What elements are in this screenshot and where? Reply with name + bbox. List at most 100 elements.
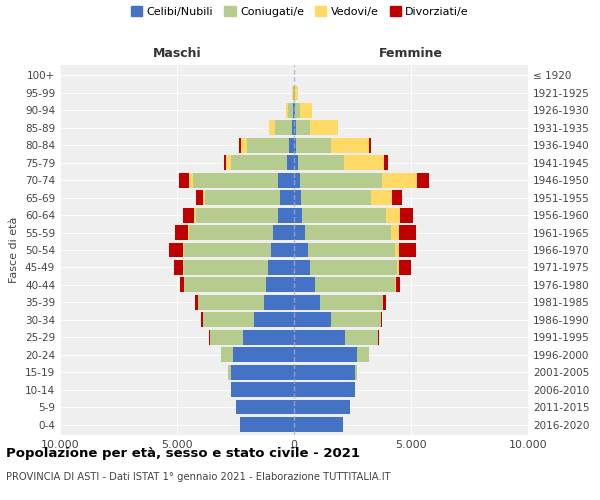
Bar [280, 190, 294, 205]
Bar [294, 242, 308, 258]
Text: PROVINCIA DI ASTI - Dati ISTAT 1° gennaio 2021 - Elaborazione TUTTITALIA.IT: PROVINCIA DI ASTI - Dati ISTAT 1° gennai… [6, 472, 391, 482]
Bar [331, 312, 380, 327]
Bar [383, 295, 386, 310]
Bar [247, 138, 289, 152]
Bar [400, 242, 416, 258]
Bar [273, 225, 294, 240]
Bar [400, 260, 411, 275]
Bar [308, 242, 395, 258]
Bar [184, 278, 266, 292]
Bar [400, 208, 413, 222]
Bar [355, 365, 357, 380]
Bar [196, 208, 278, 222]
Bar [320, 295, 383, 310]
Bar [233, 348, 294, 362]
Bar [203, 312, 254, 327]
Bar [400, 225, 416, 240]
Bar [266, 278, 294, 292]
Bar [300, 173, 382, 188]
Bar [278, 173, 294, 188]
Bar [226, 156, 231, 170]
Bar [305, 225, 391, 240]
Bar [242, 330, 294, 344]
Bar [386, 208, 400, 222]
Bar [294, 173, 300, 188]
Bar [210, 330, 242, 344]
Bar [294, 382, 355, 397]
Bar [180, 278, 184, 292]
Bar [268, 260, 294, 275]
Bar [294, 400, 350, 414]
Bar [271, 242, 294, 258]
Bar [196, 295, 198, 310]
Bar [174, 260, 184, 275]
Bar [396, 278, 400, 292]
Bar [175, 225, 188, 240]
Bar [201, 312, 203, 327]
Bar [289, 138, 294, 152]
Bar [287, 156, 294, 170]
Bar [288, 103, 293, 118]
Text: Femmine: Femmine [379, 47, 443, 60]
Bar [292, 120, 294, 135]
Bar [384, 156, 388, 170]
Bar [382, 173, 417, 188]
Bar [417, 173, 428, 188]
Bar [269, 120, 275, 135]
Bar [301, 190, 371, 205]
Bar [294, 330, 346, 344]
Bar [295, 86, 298, 100]
Bar [184, 242, 271, 258]
Bar [296, 138, 331, 152]
Bar [169, 242, 183, 258]
Y-axis label: Anni di nascita: Anni di nascita [599, 209, 600, 291]
Bar [391, 225, 400, 240]
Bar [231, 382, 294, 397]
Bar [188, 173, 193, 188]
Bar [310, 260, 397, 275]
Bar [294, 295, 320, 310]
Bar [296, 120, 310, 135]
Legend: Celibi/Nubili, Coniugati/e, Vedovi/e, Divorziati/e: Celibi/Nubili, Coniugati/e, Vedovi/e, Di… [128, 3, 472, 20]
Bar [295, 103, 300, 118]
Bar [240, 417, 294, 432]
Bar [397, 260, 400, 275]
Bar [294, 348, 357, 362]
Text: Popolazione per età, sesso e stato civile - 2021: Popolazione per età, sesso e stato civil… [6, 448, 360, 460]
Bar [263, 295, 294, 310]
Bar [183, 242, 184, 258]
Bar [184, 208, 194, 222]
Bar [315, 278, 395, 292]
Bar [278, 208, 294, 222]
Bar [294, 156, 298, 170]
Bar [239, 138, 241, 152]
Bar [294, 278, 315, 292]
Bar [294, 190, 301, 205]
Bar [196, 190, 203, 205]
Bar [221, 348, 233, 362]
Bar [371, 190, 392, 205]
Bar [179, 173, 188, 188]
Bar [294, 208, 302, 222]
Bar [294, 260, 310, 275]
Bar [310, 120, 338, 135]
Bar [302, 208, 386, 222]
Bar [294, 120, 296, 135]
Bar [231, 365, 294, 380]
Bar [235, 400, 294, 414]
Y-axis label: Fasce di età: Fasce di età [10, 217, 19, 283]
Bar [193, 173, 278, 188]
Bar [357, 348, 369, 362]
Bar [331, 138, 369, 152]
Text: Maschi: Maschi [152, 47, 202, 60]
Bar [231, 156, 287, 170]
Bar [294, 417, 343, 432]
Bar [292, 86, 293, 100]
Bar [344, 156, 384, 170]
Bar [294, 138, 296, 152]
Bar [369, 138, 371, 152]
Bar [254, 312, 294, 327]
Bar [203, 190, 205, 205]
Bar [241, 138, 247, 152]
Bar [294, 312, 331, 327]
